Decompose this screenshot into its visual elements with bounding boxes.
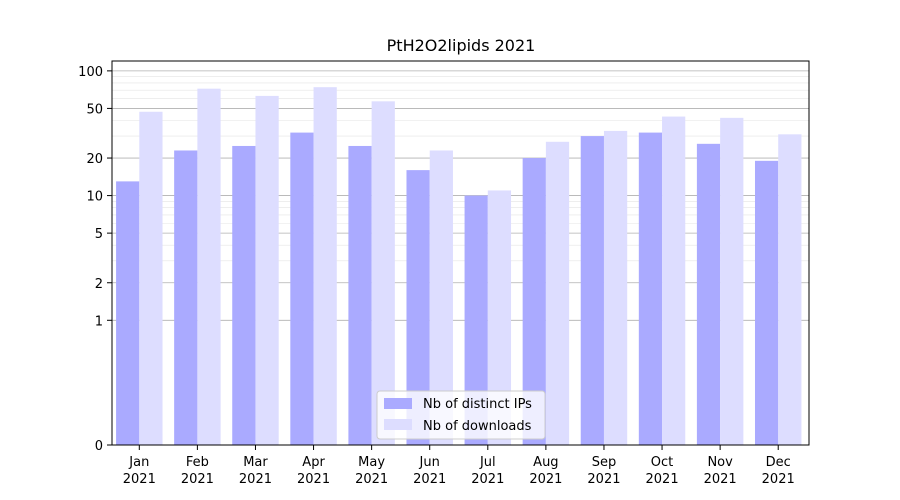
x-tick-label: Sep 2021 xyxy=(587,455,620,487)
y-tick-label: 1 xyxy=(95,314,103,329)
bar-distinct-ips xyxy=(638,132,663,446)
y-tick-label: 100 xyxy=(78,65,103,80)
bar-downloads xyxy=(603,130,628,445)
bar-distinct-ips xyxy=(754,160,779,445)
x-tick-label: Apr 2021 xyxy=(297,455,330,487)
legend-box xyxy=(376,390,546,440)
x-tick-label: Jul 2021 xyxy=(471,455,504,487)
plot-frame xyxy=(111,60,810,446)
y-tick-label: 50 xyxy=(86,102,103,117)
bar-distinct-ips xyxy=(174,150,198,445)
bars xyxy=(116,87,802,446)
bar-distinct-ips xyxy=(290,132,314,446)
x-tick-label: Feb 2021 xyxy=(181,455,214,487)
bar-downloads xyxy=(197,88,221,446)
x-tick-label: Dec 2021 xyxy=(762,455,795,487)
bar-downloads xyxy=(662,116,686,445)
bar-downloads xyxy=(139,111,163,445)
x-tick-label: Oct 2021 xyxy=(646,455,679,487)
bar-distinct-ips xyxy=(580,136,604,446)
bar-downloads xyxy=(313,87,337,445)
y-tick-label: 2 xyxy=(95,277,103,292)
bar-downloads xyxy=(778,134,802,445)
legend-swatch-distinct-ips xyxy=(384,398,412,409)
y-tick-label: 20 xyxy=(86,152,103,167)
bar-distinct-ips xyxy=(348,145,372,446)
y-tick-label: 5 xyxy=(95,227,103,242)
y-tick-label: 10 xyxy=(86,190,103,205)
y-tick-label: 0 xyxy=(95,439,103,454)
legend-swatch-downloads xyxy=(384,419,412,430)
legend-label-distinct-ips: Nb of distinct IPs xyxy=(423,397,532,412)
bar-distinct-ips xyxy=(116,181,140,445)
chart-title: PtH2O2lipids 2021 xyxy=(387,36,536,55)
x-tick-label: Aug 2021 xyxy=(529,455,562,487)
legend: Nb of distinct IPs Nb of downloads xyxy=(376,390,546,440)
legend-label-downloads: Nb of downloads xyxy=(423,419,532,434)
bar-downloads xyxy=(720,117,744,445)
x-tick-label: Mar 2021 xyxy=(239,455,272,487)
x-axis: Jan 2021 Feb 2021 Mar 2021 Apr 2021 May 2021 Jun 20… xyxy=(123,445,795,487)
bar-distinct-ips xyxy=(522,158,546,445)
x-tick-label: May 2021 xyxy=(355,455,388,487)
bar-distinct-ips xyxy=(696,143,721,446)
x-tick-label: Jun 2021 xyxy=(413,455,446,487)
bar-downloads xyxy=(255,95,279,446)
x-tick-label: Nov 2021 xyxy=(704,455,737,487)
bar-distinct-ips xyxy=(464,195,488,445)
y-axis: 0 1 2 5 10 20 50 100 xyxy=(78,65,112,454)
bar-downloads xyxy=(371,101,395,446)
bar-distinct-ips xyxy=(406,170,430,445)
bar-downloads xyxy=(545,141,570,445)
bar-downloads xyxy=(429,150,453,445)
bar-downloads xyxy=(487,190,512,445)
x-tick-label: Jan 2021 xyxy=(123,455,156,487)
bar-distinct-ips xyxy=(232,145,256,446)
